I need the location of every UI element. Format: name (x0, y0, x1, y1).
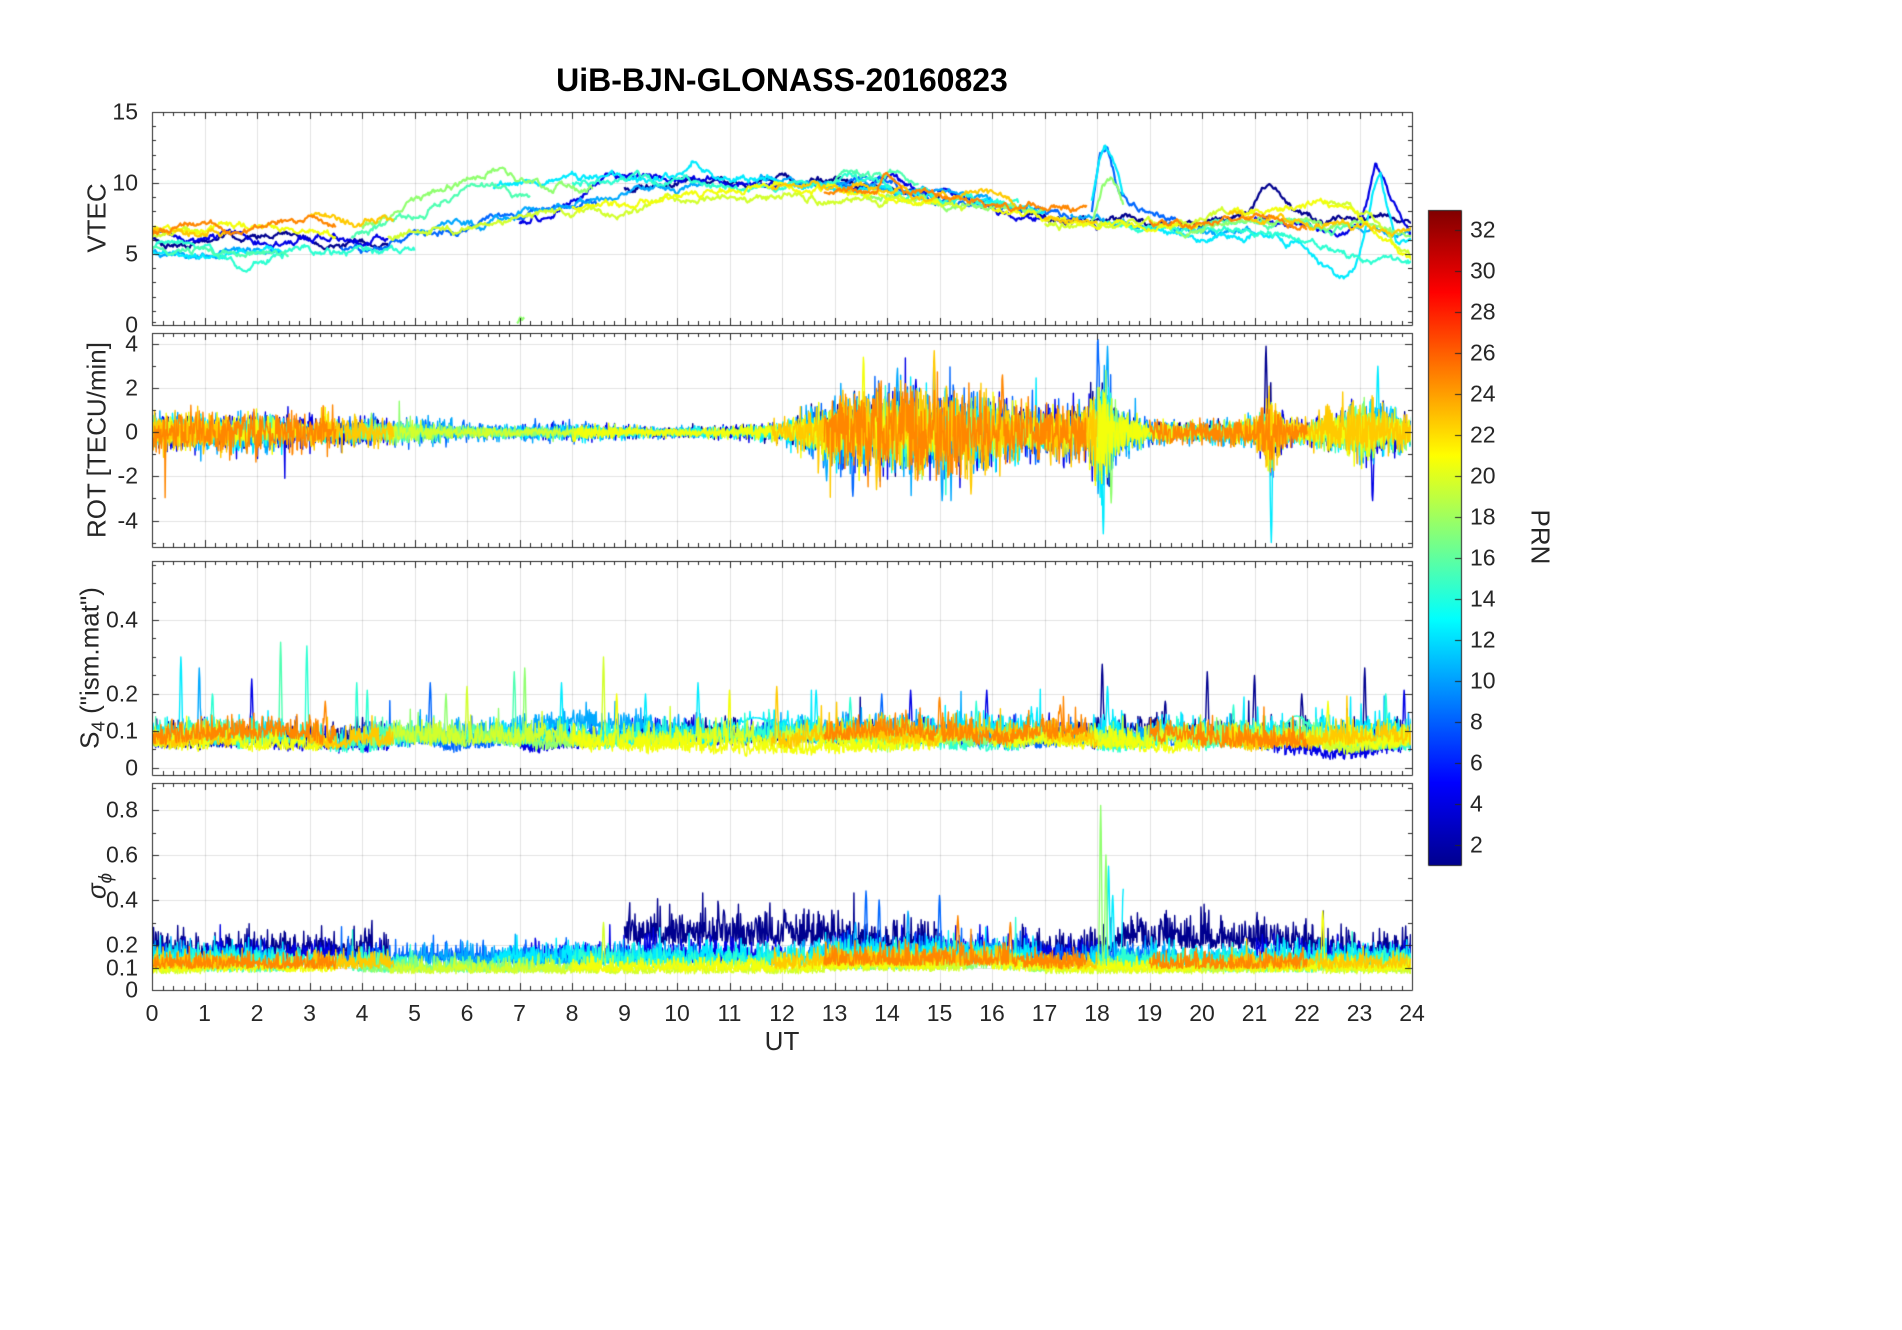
colorbar-tick-label: 30 (1470, 257, 1496, 284)
colorbar-tick-label: 28 (1470, 298, 1496, 325)
y-tick-label: 0.4 (106, 606, 138, 633)
y-tick-label: -2 (117, 462, 138, 489)
colorbar-tick-label: 6 (1470, 749, 1483, 776)
x-tick-label: 1 (198, 1000, 211, 1026)
x-tick-label: 8 (565, 1000, 579, 1026)
x-tick-label: 22 (1294, 1000, 1320, 1026)
colorbar-tick-label: 26 (1470, 339, 1496, 366)
colorbar-label: PRN (1525, 509, 1556, 565)
x-axis-label: UT (764, 1026, 800, 1056)
x-tick-label: 23 (1346, 1000, 1373, 1026)
sigma-label-sub: ϕ (94, 872, 116, 884)
x-tick-label: 21 (1241, 1000, 1268, 1026)
colorbar-tick-label: 22 (1470, 421, 1496, 448)
x-tick-label: 5 (408, 1000, 421, 1026)
y-tick-label: -4 (117, 507, 138, 534)
x-tick-label: 20 (1189, 1000, 1215, 1026)
y-tick-label: 4 (125, 330, 138, 357)
x-tick-label: 7 (513, 1000, 526, 1026)
colorbar-tick-label: 16 (1470, 544, 1496, 571)
y-tick-label: 0.8 (106, 796, 138, 823)
colorbar-tick-label: 32 (1470, 216, 1496, 243)
colorbar-tick-label: 8 (1470, 708, 1483, 735)
y-tick-label: 0.1 (106, 717, 138, 744)
x-tick-label: 10 (664, 1000, 690, 1026)
y-tick-label: 0.4 (106, 886, 138, 913)
x-tick-label: 3 (303, 1000, 316, 1026)
x-tick-label: 6 (460, 1000, 474, 1026)
x-tick-label: 4 (355, 1000, 369, 1026)
y-tick-label: 0.2 (106, 931, 138, 958)
y-tick-label: 0 (125, 754, 138, 781)
x-tick-label: 9 (618, 1000, 631, 1026)
x-tick-label: 11 (717, 1000, 742, 1026)
colorbar-tick-label: 10 (1470, 667, 1496, 694)
x-tick-label: 12 (769, 1000, 795, 1026)
y-tick-label: 5 (125, 240, 138, 267)
colorbar-tick-label: 20 (1470, 462, 1496, 489)
x-tick-label: 19 (1136, 1000, 1163, 1026)
colorbar-tick-label: 2 (1470, 831, 1483, 858)
colorbar-tick-label: 14 (1470, 585, 1496, 612)
x-tick-label: 15 (926, 1000, 953, 1026)
y-tick-label: 0.6 (106, 841, 138, 868)
y-tick-label: 0.1 (106, 954, 138, 980)
y-tick-label: 15 (112, 98, 138, 125)
y-tick-label: 0 (125, 311, 138, 338)
colorbar-tick-label: 12 (1470, 626, 1496, 653)
x-tick-label: 13 (821, 1000, 848, 1026)
x-tick-label: 16 (979, 1000, 1005, 1026)
y-tick-label: 2 (125, 374, 138, 401)
x-tick-label: 18 (1084, 1000, 1110, 1026)
x-tick-label: 24 (1399, 1000, 1425, 1026)
y-tick-label: 0 (125, 418, 138, 445)
colorbar-tick-label: 4 (1470, 790, 1483, 817)
y-tick-label: 0.2 (106, 680, 138, 707)
y-tick-label: 0 (125, 976, 138, 1003)
x-tick-label: 14 (874, 1000, 900, 1026)
y-tick-label: 10 (112, 169, 138, 196)
chart-title: UiB-BJN-GLONASS-20160823 (556, 62, 1008, 98)
colorbar-tick-label: 18 (1470, 503, 1496, 530)
colorbar-tick-label: 24 (1470, 380, 1496, 407)
x-tick-label: 17 (1031, 1000, 1058, 1026)
x-tick-label: 2 (250, 1000, 264, 1026)
x-tick-label: 0 (145, 1000, 159, 1026)
